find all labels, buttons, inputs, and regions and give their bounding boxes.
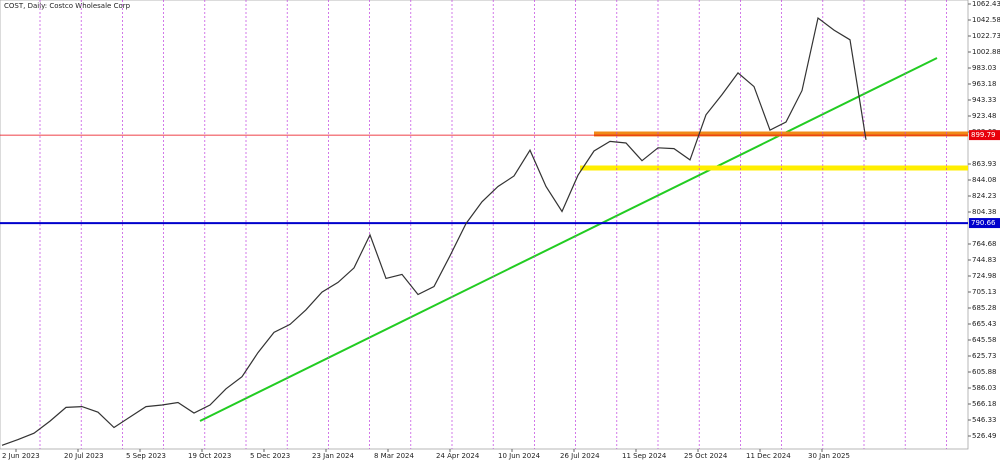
- x-tick-label: 23 Jan 2024: [312, 452, 355, 460]
- x-tick-label: 8 Mar 2024: [374, 452, 414, 460]
- y-tick-label: 863.93: [972, 160, 997, 168]
- y-tick-label: 546.33: [972, 416, 997, 424]
- level-label: 899.79: [971, 131, 996, 139]
- price-line: [1, 16, 867, 446]
- x-tick-label: 10 Jun 2024: [498, 452, 541, 460]
- y-tick-label: 605.88: [972, 368, 997, 376]
- chart-title: COST, Daily: Costco Wholesale Corp: [4, 2, 131, 10]
- x-tick-label: 11 Dec 2024: [746, 452, 791, 460]
- y-tick-label: 1022.73: [972, 32, 1000, 40]
- y-tick-label: 685.28: [972, 304, 997, 312]
- y-tick-label: 983.03: [972, 64, 997, 72]
- x-tick-label: 25 Oct 2024: [684, 452, 728, 460]
- x-tick-label: 26 Jul 2024: [560, 452, 600, 460]
- x-tick-label: 30 Jan 2025: [808, 452, 850, 460]
- y-tick-label: 665.43: [972, 320, 997, 328]
- x-tick-label: 5 Dec 2023: [250, 452, 290, 460]
- x-tick-label: 19 Oct 2023: [188, 452, 231, 460]
- x-tick-label: 11 Sep 2024: [622, 452, 667, 460]
- y-tick-label: 824.23: [972, 192, 997, 200]
- y-tick-label: 764.68: [972, 240, 997, 248]
- y-tick-label: 963.18: [972, 80, 997, 88]
- trend-line: [199, 57, 938, 422]
- level-label: 790.66: [971, 219, 996, 227]
- y-tick-label: 943.33: [972, 96, 997, 104]
- y-tick-label: 566.18: [972, 400, 997, 408]
- x-tick-label: 2 Jun 2023: [2, 452, 40, 460]
- y-tick-label: 744.83: [972, 256, 997, 264]
- y-tick-label: 804.38: [972, 208, 997, 216]
- level-label-box: [969, 130, 1000, 141]
- plot-frame: [0, 0, 969, 450]
- y-tick-label: 645.58: [972, 336, 997, 344]
- x-tick-label: 24 Apr 2024: [436, 452, 480, 460]
- y-tick-label: 586.03: [972, 384, 997, 392]
- y-tick-label: 724.98: [972, 272, 997, 280]
- y-tick-label: 705.13: [972, 288, 997, 296]
- x-tick-label: 5 Sep 2023: [126, 452, 166, 460]
- y-tick-label: 625.73: [972, 352, 997, 360]
- y-tick-label: 1042.58: [972, 16, 1000, 24]
- x-tick-label: 20 Jul 2023: [64, 452, 104, 460]
- y-tick-label: 1062.43: [972, 0, 1000, 8]
- level-label-box: [969, 218, 1000, 229]
- y-tick-label: 923.48: [972, 112, 997, 120]
- y-tick-label: 844.08: [972, 176, 997, 184]
- y-tick-label: 526.49: [972, 432, 997, 440]
- y-tick-label: 1002.88: [972, 48, 1000, 56]
